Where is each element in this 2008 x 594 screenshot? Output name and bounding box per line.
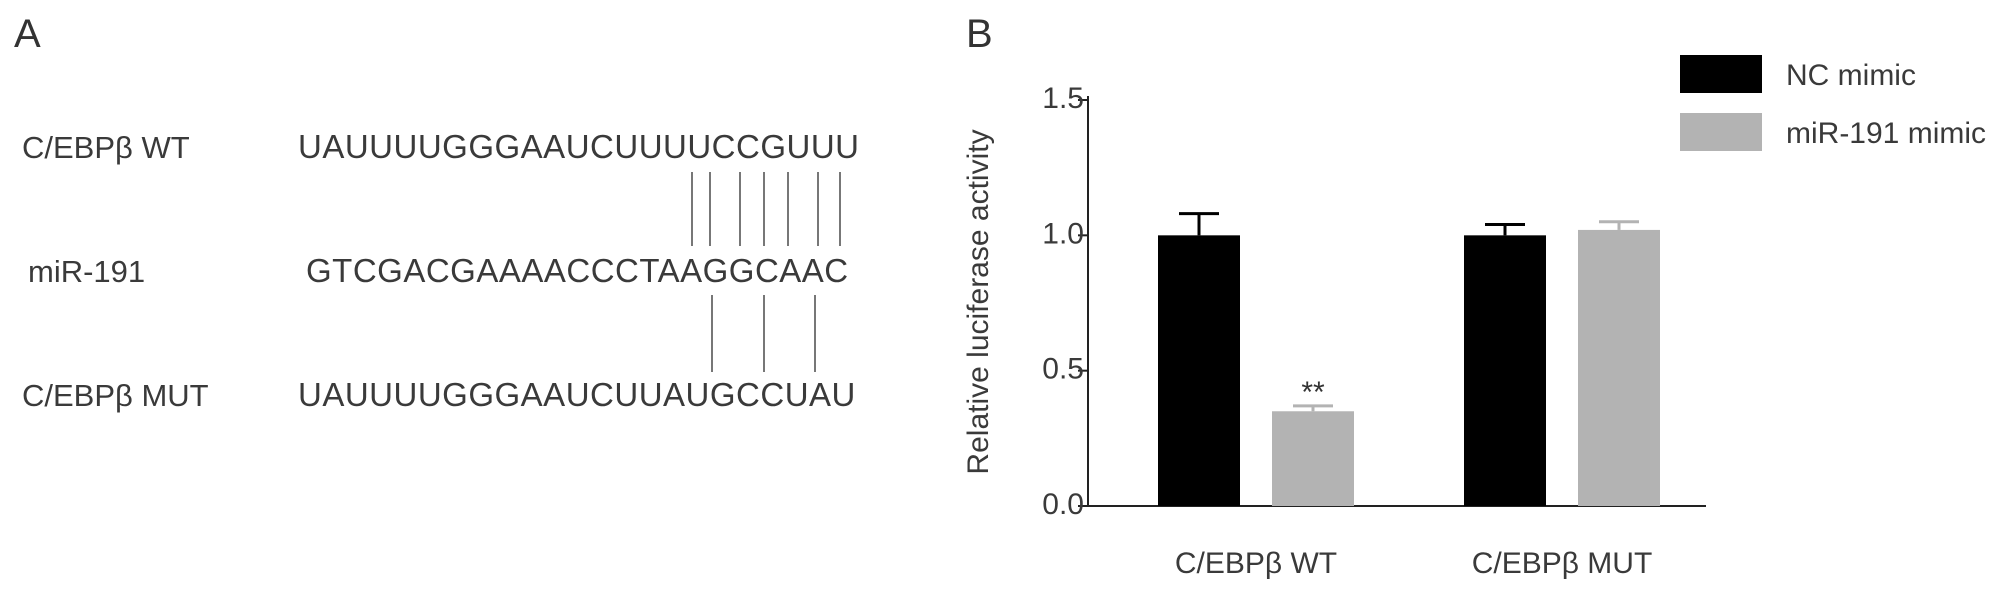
mir-sequence-label: miR-191 [28,254,146,289]
x-category-label: C/EBPβ MUT [1472,547,1653,580]
bar [1464,235,1546,507]
panel-b-label: B [966,12,993,56]
y-tick-label: 0.5 [1042,353,1084,386]
mut-sequence: UAUUUUGGGAAUCUUAUGCCUAU [298,376,856,413]
wt-sequence: UAUUUUGGGAAUCUUUUCCGUUU [298,128,860,165]
x-category-label: C/EBPβ WT [1175,547,1337,580]
mut-sequence-label: C/EBPβ MUT [22,378,209,413]
legend-entry: NC mimic [1786,59,1916,92]
legend-swatch [1680,113,1762,151]
significance-annotation: ** [1301,376,1325,409]
wt-sequence-label: C/EBPβ WT [22,130,190,165]
legend-swatch [1680,55,1762,93]
y-tick-label: 0.0 [1042,488,1084,521]
panel-a-label: A [14,12,41,56]
bar [1272,411,1354,506]
y-tick-label: 1.0 [1042,217,1084,250]
mir-sequence: GTCGACGAAAACCCTAAGGCAAC [306,252,849,289]
legend-entry: miR-191 mimic [1786,117,1986,150]
bar [1578,229,1660,507]
y-axis-label: Relative luciferase activity [962,129,995,474]
base-pairing-lines [691,172,841,372]
y-tick-label: 1.5 [1042,82,1084,115]
bar [1158,235,1240,507]
